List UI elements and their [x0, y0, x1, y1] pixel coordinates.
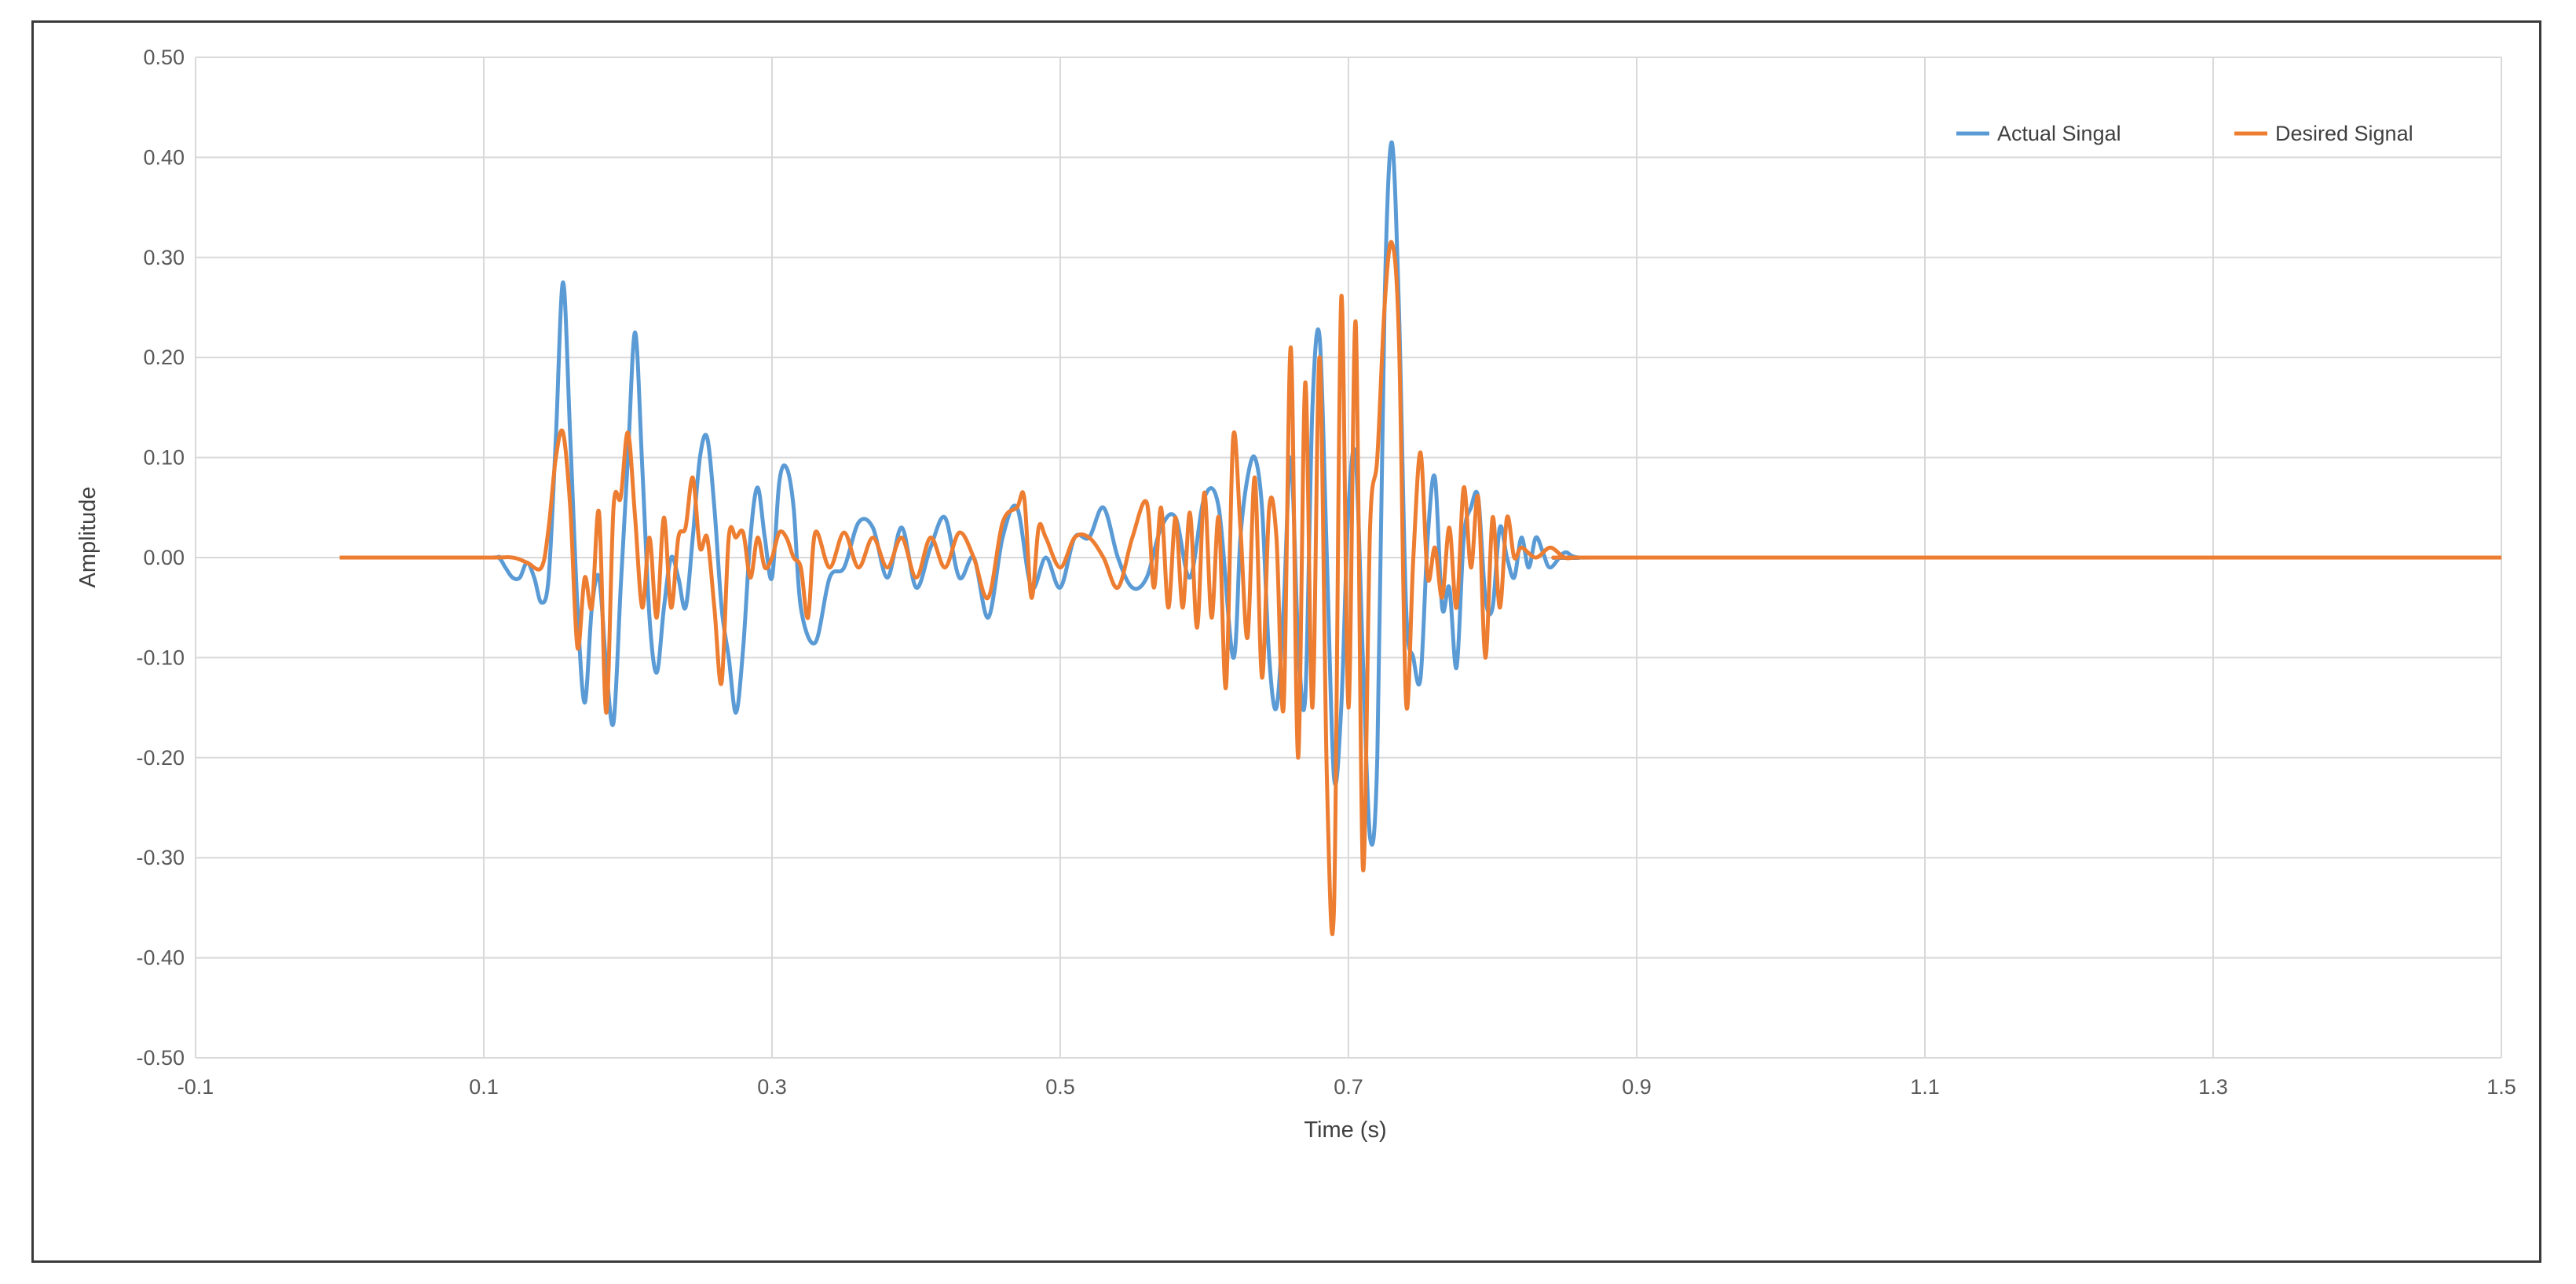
- y-tick-label: 0.30: [143, 246, 185, 269]
- legend: Actual Singal Desired Signal: [1956, 122, 2413, 145]
- x-tick-label: -0.1: [177, 1075, 214, 1099]
- x-tick-label: 1.5: [2486, 1075, 2516, 1099]
- y-tick-label: 0.20: [143, 346, 185, 369]
- y-axis-title: Amplitude: [75, 487, 101, 588]
- series-line-desired: [339, 240, 2501, 936]
- series-line-actual: [339, 140, 2501, 847]
- y-tick-label: 0.50: [143, 46, 185, 69]
- y-tick-label: -0.40: [136, 946, 185, 970]
- x-tick-label: 0.3: [757, 1075, 787, 1099]
- y-tick-label: -0.30: [136, 846, 185, 869]
- legend-label: Desired Signal: [2275, 122, 2413, 145]
- x-axis-title: Time (s): [1304, 1118, 1386, 1143]
- y-tick-label: 0.40: [143, 145, 185, 169]
- tick-labels: -0.50 -0.40 -0.30 -0.20 -0.10 0.00 0.10 0.20 0.3…: [136, 46, 2516, 1099]
- x-tick-label: 1.1: [1910, 1075, 1940, 1099]
- x-tick-label: 0.5: [1045, 1075, 1075, 1099]
- line-chart: -0.50 -0.40 -0.30 -0.20 -0.10 0.00 0.10 0.20 0.3…: [75, 46, 2516, 1143]
- y-tick-label: 0.00: [143, 546, 185, 569]
- x-tick-label: 0.7: [1334, 1075, 1363, 1099]
- y-tick-label: -0.20: [136, 746, 185, 770]
- x-tick-label: 1.3: [2198, 1075, 2228, 1099]
- x-tick-label: 0.1: [469, 1075, 499, 1099]
- legend-label: Actual Singal: [1997, 122, 2121, 145]
- x-tick-label: 0.9: [1622, 1075, 1652, 1099]
- y-tick-label: 0.10: [143, 446, 185, 470]
- series-layer: [339, 140, 2501, 936]
- y-tick-label: -0.10: [136, 646, 185, 669]
- chart-frame: -0.50 -0.40 -0.30 -0.20 -0.10 0.00 0.10 0.20 0.3…: [31, 20, 2541, 1263]
- y-tick-label: -0.50: [136, 1046, 185, 1070]
